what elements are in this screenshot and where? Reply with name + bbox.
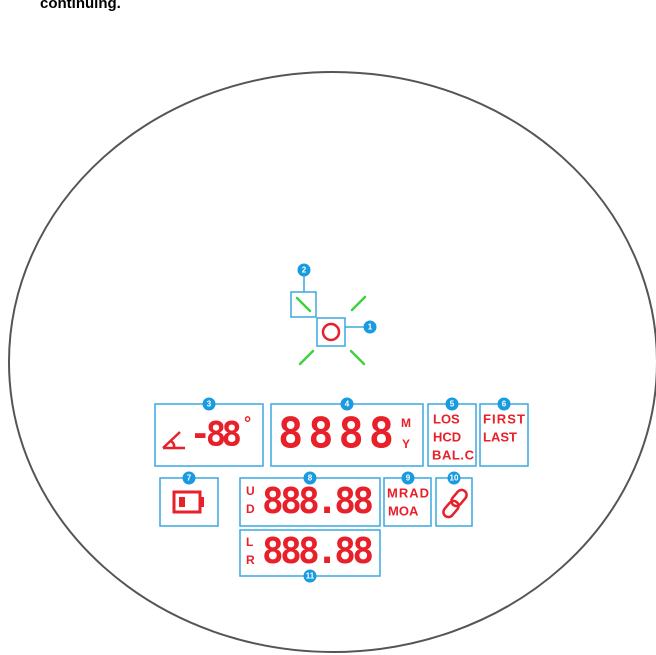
unit-label: MOA <box>388 503 419 518</box>
callout-number: 1 <box>368 323 373 332</box>
callout-number: 2 <box>302 266 307 275</box>
header-text: continuing. <box>40 0 121 12</box>
distance-digits: 8888 <box>278 409 394 458</box>
callout-badge <box>297 263 311 277</box>
callout-number: 11 <box>306 572 315 581</box>
callout-number: 6 <box>502 400 507 409</box>
callout-badge <box>497 397 511 411</box>
horizontal-label: L <box>246 535 253 549</box>
callout-badge <box>303 471 317 485</box>
callout-number: 7 <box>187 474 192 483</box>
viewfinder <box>8 71 656 653</box>
callout-badge <box>202 397 216 411</box>
distance-unit: Y <box>402 437 410 451</box>
link-icon <box>442 488 468 519</box>
callout-number: 3 <box>207 400 212 409</box>
target-label: FIRST <box>483 411 525 426</box>
callout-badge <box>445 397 459 411</box>
horizontal-label: R <box>246 553 255 567</box>
callout-badge <box>182 471 196 485</box>
vertical-digits: 888.88 <box>262 481 374 522</box>
callout-badge <box>303 569 317 583</box>
mode-label: BAL.C <box>432 447 475 462</box>
battery-icon <box>172 490 204 514</box>
callout-badge <box>340 397 354 411</box>
callouts: 1 2 3 4 5 6 7 8 9 10 11 <box>182 263 511 583</box>
unit-label: MRAD <box>387 485 429 500</box>
callout-badge <box>363 320 377 334</box>
vertical-label: U <box>246 484 255 498</box>
callout-number: 10 <box>450 474 459 483</box>
callout-number: 4 <box>345 400 350 409</box>
angle-digits: -88 <box>190 415 242 455</box>
vertical-label: D <box>246 502 255 516</box>
mode-label: LOS <box>433 411 460 426</box>
callout-badge <box>447 471 461 485</box>
callout-number: 5 <box>450 400 455 409</box>
callout-number: 9 <box>406 474 411 483</box>
callout-badge <box>401 471 415 485</box>
distance-unit: M <box>401 416 411 430</box>
angle-degree: ° <box>244 413 251 433</box>
angle-icon <box>162 431 185 450</box>
horizontal-digits: 888.88 <box>262 531 374 572</box>
mode-label: HCD <box>433 429 461 444</box>
reticle <box>290 270 367 366</box>
callout-number: 8 <box>308 474 313 483</box>
target-label: LAST <box>483 429 517 444</box>
